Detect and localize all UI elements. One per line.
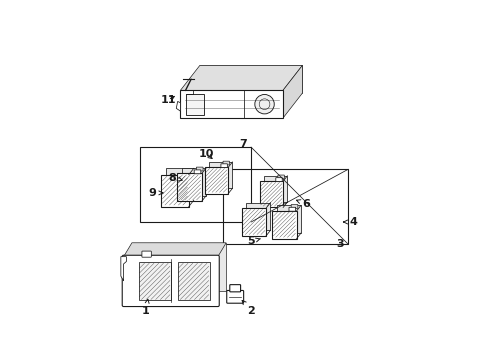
Polygon shape	[276, 205, 301, 233]
Polygon shape	[166, 168, 194, 200]
Bar	[177, 174, 202, 201]
FancyBboxPatch shape	[291, 204, 298, 208]
FancyBboxPatch shape	[122, 255, 219, 307]
Polygon shape	[209, 162, 232, 188]
FancyBboxPatch shape	[289, 207, 295, 211]
Polygon shape	[176, 102, 180, 111]
Text: 6: 6	[296, 199, 311, 209]
Text: 10: 10	[199, 149, 215, 159]
Text: 3: 3	[336, 239, 343, 249]
Bar	[186, 94, 204, 115]
Bar	[139, 262, 171, 300]
Polygon shape	[121, 257, 126, 281]
FancyBboxPatch shape	[276, 178, 282, 181]
Text: 8: 8	[168, 173, 182, 183]
FancyBboxPatch shape	[221, 164, 227, 167]
Bar	[178, 262, 210, 300]
Text: 4: 4	[343, 217, 358, 227]
Bar	[205, 167, 228, 194]
Polygon shape	[182, 168, 206, 195]
Bar	[161, 175, 189, 207]
Bar	[272, 211, 296, 239]
Polygon shape	[123, 243, 226, 257]
Bar	[242, 208, 266, 236]
FancyBboxPatch shape	[142, 251, 151, 257]
Polygon shape	[132, 243, 226, 291]
Bar	[140, 147, 251, 222]
Polygon shape	[246, 203, 270, 230]
Polygon shape	[180, 90, 283, 118]
Polygon shape	[180, 66, 302, 90]
Polygon shape	[283, 66, 302, 118]
Circle shape	[255, 94, 274, 114]
Bar	[223, 169, 348, 244]
FancyBboxPatch shape	[278, 175, 284, 179]
Bar	[260, 181, 283, 207]
Text: 9: 9	[149, 188, 163, 198]
FancyBboxPatch shape	[196, 167, 203, 171]
Text: 2: 2	[242, 300, 255, 316]
Polygon shape	[264, 176, 287, 202]
FancyBboxPatch shape	[194, 170, 201, 174]
Text: 7: 7	[239, 139, 246, 149]
Text: 1: 1	[142, 299, 149, 316]
Text: 5: 5	[247, 237, 260, 246]
Text: 11: 11	[160, 95, 176, 105]
FancyBboxPatch shape	[227, 291, 244, 303]
Polygon shape	[200, 66, 302, 93]
FancyBboxPatch shape	[230, 285, 241, 292]
FancyBboxPatch shape	[223, 161, 229, 165]
